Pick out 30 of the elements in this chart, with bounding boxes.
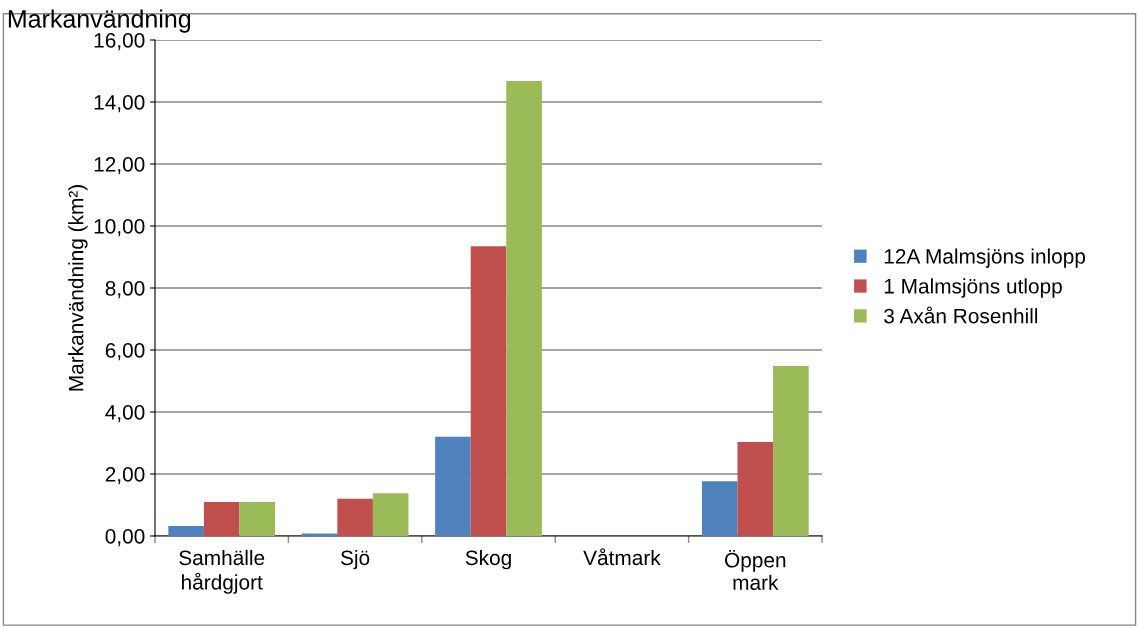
bar bbox=[435, 436, 471, 536]
x-tick-label: Våtmark bbox=[583, 548, 661, 566]
y-tick-label: 0,00 bbox=[105, 529, 145, 547]
bar bbox=[737, 442, 774, 536]
bar bbox=[168, 526, 204, 536]
y-tick-label: 6,00 bbox=[105, 343, 145, 361]
bar bbox=[203, 501, 240, 536]
y-tick-label: 10,00 bbox=[94, 219, 145, 237]
bar bbox=[701, 481, 738, 536]
x-tick-label: Samhälle hårdgjort bbox=[179, 549, 265, 594]
y-tick-label: 2,00 bbox=[105, 467, 145, 485]
legend-label: 3 Axån Rosenhill bbox=[884, 306, 1038, 324]
legend-label: 12A Malmsjöns inlopp bbox=[884, 248, 1086, 268]
bar bbox=[337, 498, 373, 536]
x-tick-label: Öppen mark bbox=[725, 549, 786, 590]
y-tick-label: 16,00 bbox=[94, 33, 145, 51]
y-axis-title: Markanvändning (km²) bbox=[68, 185, 88, 391]
bar bbox=[372, 493, 409, 536]
chart-title: Markanvändning bbox=[8, 9, 191, 33]
bar bbox=[506, 80, 542, 536]
legend-label: 1 Malmsjöns utlopp bbox=[884, 278, 1062, 298]
x-tick-label: Sjö bbox=[340, 549, 370, 570]
bar bbox=[239, 501, 276, 536]
y-tick-label: 4,00 bbox=[105, 405, 145, 423]
y-tick-label: 8,00 bbox=[105, 281, 145, 299]
bar bbox=[470, 246, 507, 536]
y-tick-label: 12,00 bbox=[94, 157, 145, 175]
bar bbox=[773, 366, 809, 536]
x-tick-label: Skog bbox=[465, 549, 511, 570]
y-tick-label: 14,00 bbox=[94, 95, 145, 113]
